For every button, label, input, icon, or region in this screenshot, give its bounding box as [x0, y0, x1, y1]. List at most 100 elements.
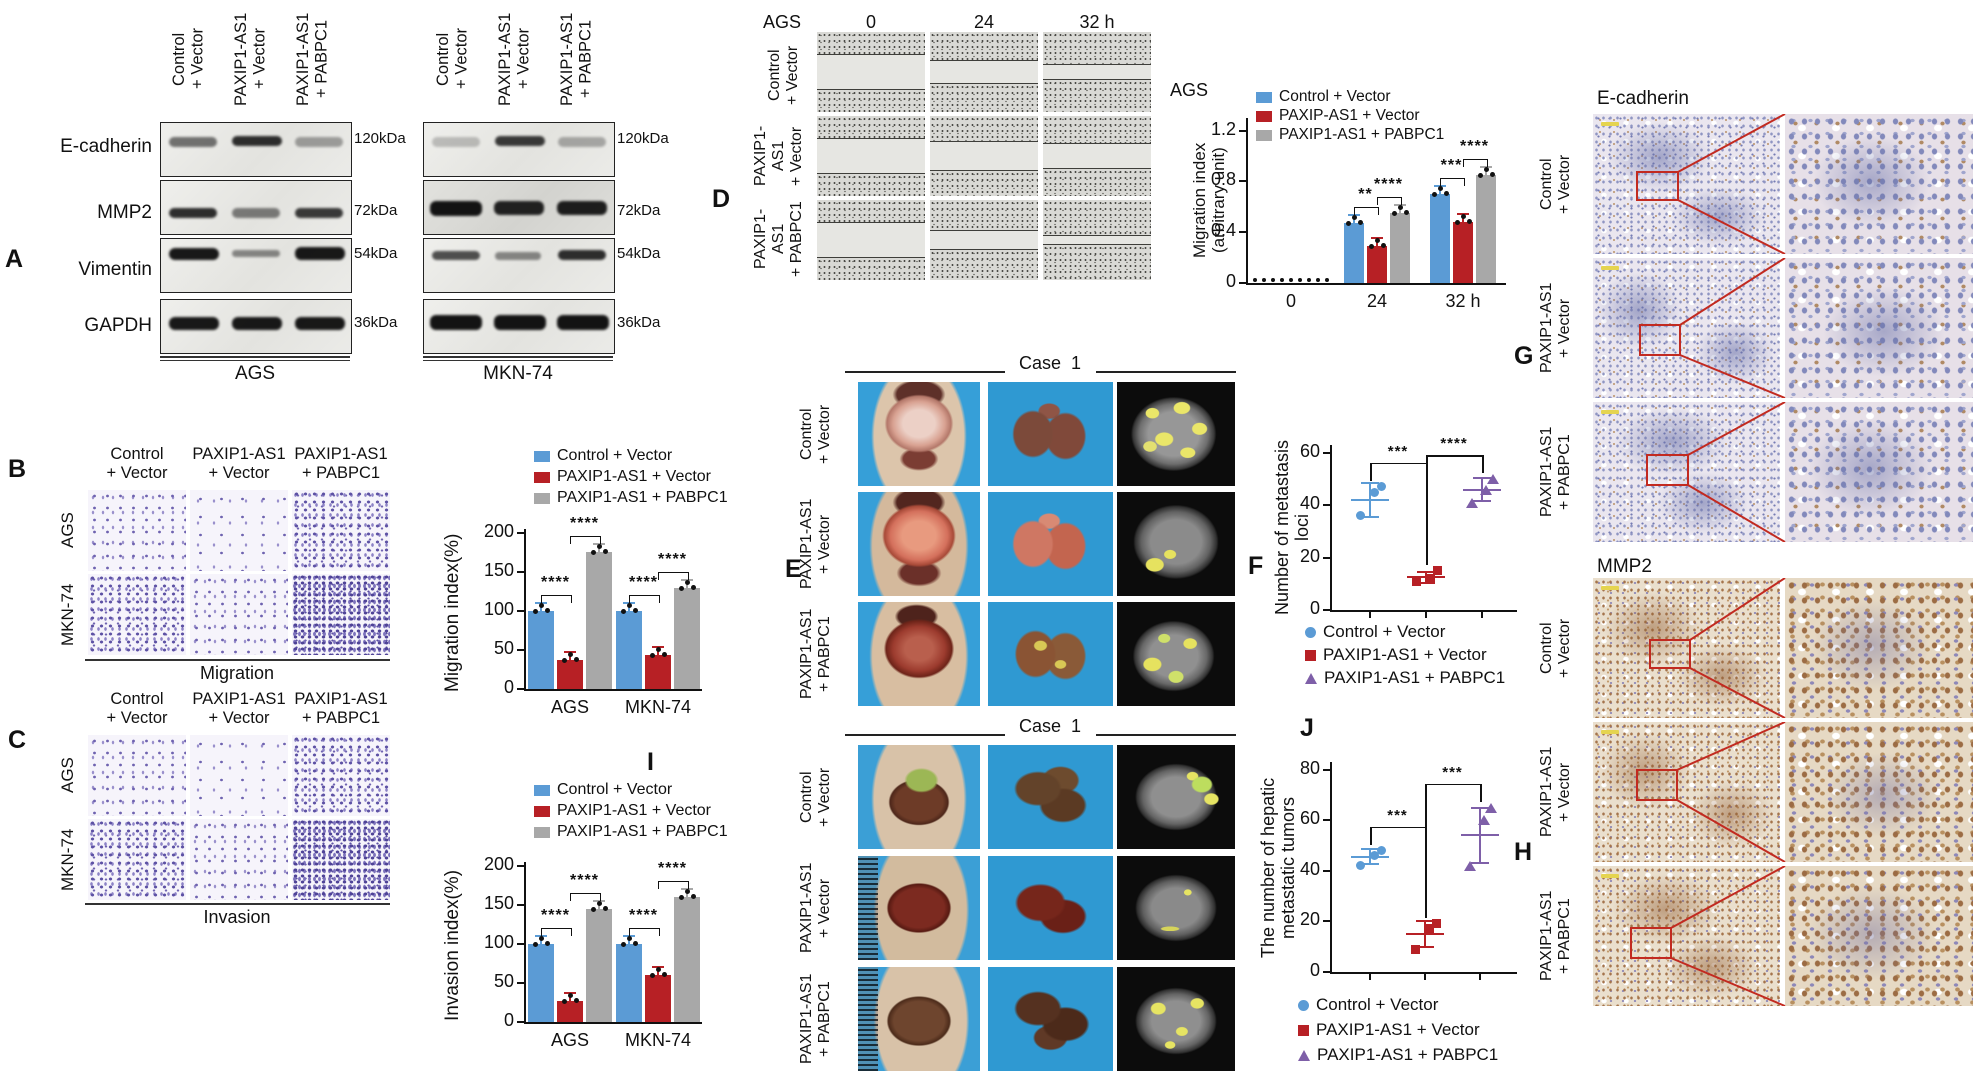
- data-point: [1351, 215, 1357, 221]
- sig-label: ****: [541, 906, 570, 924]
- x-category-label: MKN-74: [624, 697, 691, 717]
- transwell-image: [292, 574, 390, 655]
- transwell-image: [88, 735, 186, 816]
- cell-line-label: AGS: [763, 12, 802, 32]
- legend-marker-triangle: [1298, 1049, 1310, 1061]
- sig-drop: [1425, 783, 1427, 918]
- x-category-label: 0: [1285, 291, 1296, 311]
- y-tick-label: 20: [1299, 545, 1320, 566]
- data-point: [1271, 278, 1275, 282]
- y-tick-label: 40: [1299, 493, 1320, 514]
- data-point: [1289, 278, 1293, 282]
- y-tick-label: 60: [1299, 440, 1320, 461]
- row-label: AGS: [58, 757, 77, 794]
- bar: [1367, 246, 1387, 283]
- bar: [645, 655, 671, 689]
- y-tick: [1323, 819, 1330, 822]
- legend-swatch-red: [534, 805, 550, 817]
- mean-line: [1351, 499, 1389, 501]
- wound-healing-image: [1043, 116, 1151, 196]
- zoom-callout: [1636, 114, 1786, 254]
- fluorescence-image: [1117, 745, 1235, 849]
- wound-healing-image: [817, 116, 925, 196]
- legend-item: PAXIP1-AS1 + Vector: [534, 468, 711, 486]
- assay-caption: Invasion: [203, 907, 271, 927]
- y-tick-label: 80: [1299, 757, 1320, 778]
- data-point: [1376, 482, 1386, 492]
- panel-a-label: A: [5, 245, 24, 273]
- stain-title: MMP2: [1597, 556, 1652, 577]
- sig-label: **: [1358, 186, 1373, 204]
- lane-label: PAXIP1-AS1 + Vector: [232, 12, 269, 106]
- error-cap: [1361, 848, 1379, 851]
- sig-line: [1370, 826, 1425, 829]
- data-point: [649, 653, 655, 659]
- legend-marker-circle: [1298, 999, 1309, 1011]
- data-point: [532, 941, 538, 947]
- legend-item: PAXIP1-AS1 + Vector: [1305, 645, 1487, 665]
- wound-healing-image: [817, 200, 925, 280]
- error-cap: [1416, 920, 1434, 923]
- data-point: [1466, 497, 1478, 508]
- sig-bracket: [541, 594, 572, 603]
- sig-label: ***: [1387, 806, 1408, 824]
- data-point: [544, 940, 550, 946]
- y-tick: [1323, 609, 1330, 611]
- data-point: [1376, 846, 1386, 856]
- ihc-row: [1593, 258, 1973, 398]
- data-point: [1425, 574, 1435, 584]
- sig-label: ****: [629, 906, 658, 924]
- y-tick: [517, 531, 524, 534]
- data-point: [1454, 220, 1460, 226]
- y-tick-label: 1.2: [1210, 118, 1236, 139]
- legend-label: PAXIP-AS1 + Vector: [1279, 107, 1420, 124]
- y-tick: [517, 570, 524, 573]
- data-point: [626, 602, 632, 608]
- lane-label: Control + Vector: [170, 28, 207, 90]
- row-label: PAXIP1-AS1 + Vector: [798, 498, 833, 590]
- data-point: [1410, 944, 1420, 954]
- data-point: [632, 607, 638, 613]
- bar: [1476, 175, 1496, 283]
- sig-line: [1426, 455, 1482, 457]
- bar: [528, 943, 554, 1022]
- data-point: [678, 895, 684, 901]
- data-point: [1307, 278, 1311, 282]
- legend-marker-circle: [1305, 626, 1316, 638]
- y-tick-label: 20: [1299, 909, 1320, 930]
- blot-gapdh-ags: [160, 299, 352, 354]
- ihc-zoom-image: [1785, 114, 1973, 254]
- data-point: [1466, 219, 1472, 225]
- x-axis: [1246, 283, 1506, 285]
- legend-label: PAXIP1-AS1 + PABPC1: [557, 489, 728, 506]
- y-tick: [1239, 231, 1246, 234]
- panel-i-label: I: [647, 748, 654, 776]
- data-point: [1298, 278, 1302, 282]
- cell-line-label: AGS: [234, 363, 276, 384]
- legend-item: PAXIP1-AS1 + Vector: [534, 802, 711, 820]
- legend-item: PAXIP1-AS1 + PABPC1: [534, 823, 728, 841]
- error-cap: [1417, 571, 1435, 574]
- x-category-label: AGS: [550, 1030, 589, 1050]
- zoom-callout: [1646, 402, 1786, 542]
- sig-label: ****: [541, 573, 570, 591]
- kda-label: 54kDa: [354, 245, 398, 262]
- error-cap: [1416, 945, 1434, 948]
- bar: [674, 587, 700, 689]
- data-point: [602, 905, 608, 911]
- legend-label: PAXIP1-AS1 + PABPC1: [557, 823, 728, 840]
- data-point: [1357, 220, 1363, 226]
- legend-item: PAXIP1-AS1 + PABPC1: [534, 489, 728, 507]
- data-point: [544, 607, 550, 613]
- blot-ecadherin-ags: [160, 122, 352, 177]
- sig-drop: [1370, 462, 1372, 481]
- liver-photo: [988, 967, 1113, 1071]
- hepatic-tumors-scatter-chart: 0 20 40 60 80 *** ***: [1300, 758, 1517, 980]
- data-point: [1253, 278, 1257, 282]
- data-point: [678, 585, 684, 591]
- error-cap: [1473, 476, 1491, 479]
- column-header: PAXIP1-AS1 + Vector: [192, 690, 286, 727]
- sig-label: ***: [1442, 763, 1463, 781]
- bar: [528, 610, 554, 689]
- data-point: [567, 992, 573, 998]
